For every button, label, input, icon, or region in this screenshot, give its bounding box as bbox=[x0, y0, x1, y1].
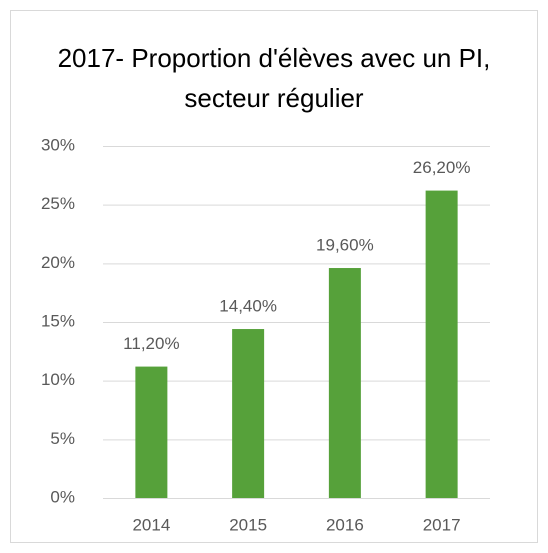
data-label: 14,40% bbox=[219, 297, 277, 316]
data-label: 26,20% bbox=[413, 158, 471, 177]
y-tick-label: 10% bbox=[41, 370, 75, 389]
bar bbox=[425, 190, 458, 498]
bar bbox=[328, 268, 361, 498]
y-tick-label: 30% bbox=[41, 135, 75, 154]
x-tick-label: 2016 bbox=[326, 515, 364, 534]
y-tick-label: 0% bbox=[50, 487, 75, 506]
bar bbox=[135, 366, 168, 498]
y-tick-label: 15% bbox=[41, 311, 75, 330]
x-tick-label: 2017 bbox=[423, 515, 461, 534]
y-tick-label: 20% bbox=[41, 253, 75, 272]
x-tick-label: 2014 bbox=[132, 515, 170, 534]
data-label: 11,20% bbox=[123, 334, 179, 353]
bar bbox=[232, 329, 265, 498]
y-tick-label: 5% bbox=[50, 429, 75, 448]
data-label: 19,60% bbox=[316, 236, 374, 255]
y-tick-label: 25% bbox=[41, 194, 75, 213]
chart-title: 2017- Proportion d'élèves avec un PI, se… bbox=[57, 43, 491, 113]
x-tick-label: 2015 bbox=[229, 515, 267, 534]
